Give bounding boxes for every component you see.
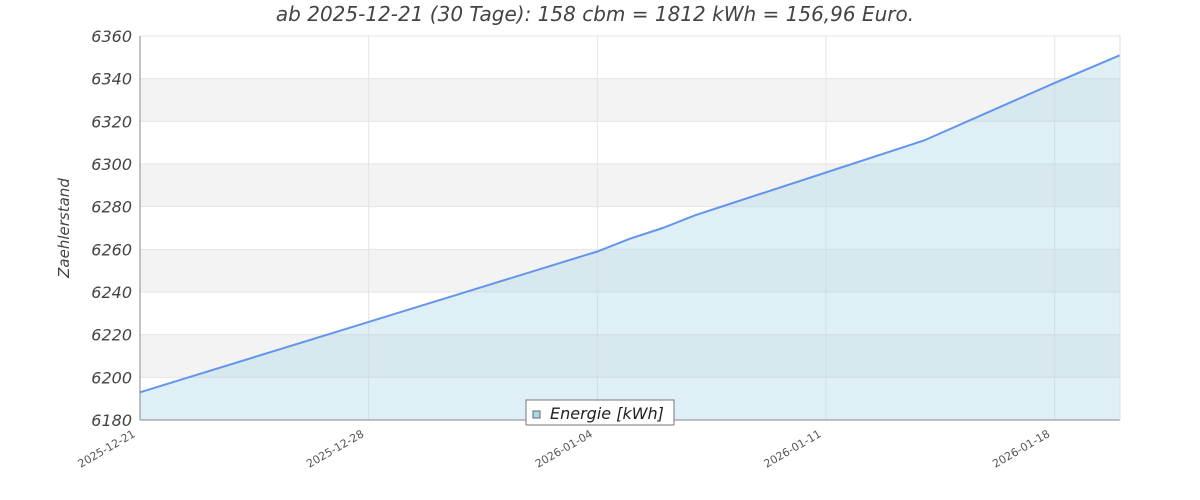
x-tick-label: 2026-01-18 [990,427,1052,470]
y-tick-labels: 6180 6200 6220 6240 6260 6280 6300 6320 6340 6360 [91,27,132,430]
plot-band [140,164,1120,207]
y-tick-label: 6280 [91,198,132,217]
plot-bands [140,78,1120,378]
y-tick-label: 6180 [91,411,132,430]
y-tick-label: 6360 [91,27,132,46]
plot-band [140,78,1120,122]
y-tick-label: 6240 [91,283,132,302]
y-tick-label: 6300 [91,155,132,174]
x-tick-label: 2025-12-21 [76,427,138,470]
x-tick-label: 2025-12-28 [304,427,366,470]
y-axis-label: Zaehlerstand [55,178,73,279]
x-tick-label: 2026-01-04 [533,427,595,470]
legend-box [525,399,675,426]
series-line [139,54,1121,394]
series-area [140,55,1120,420]
legend[interactable]: Energie [kWh] [525,399,675,426]
x-tick-label: 2026-01-11 [762,427,824,470]
y-tick-label: 6200 [91,368,132,387]
y-tick-label: 6260 [91,240,132,259]
y-tick-label: 6320 [91,112,132,131]
x-tick-labels: 2025-12-21 2025-12-28 2026-01-04 2026-01-11… [76,427,1053,470]
y-tick-label: 6220 [91,326,132,345]
chart-title: ab 2025-12-21 (30 Tage): 158 cbm = 1812 … [276,2,914,26]
legend-swatch [532,410,541,419]
plot-band [140,249,1120,292]
legend-label: Energie [kWh] [550,404,664,423]
y-tick-label: 6340 [91,70,132,89]
